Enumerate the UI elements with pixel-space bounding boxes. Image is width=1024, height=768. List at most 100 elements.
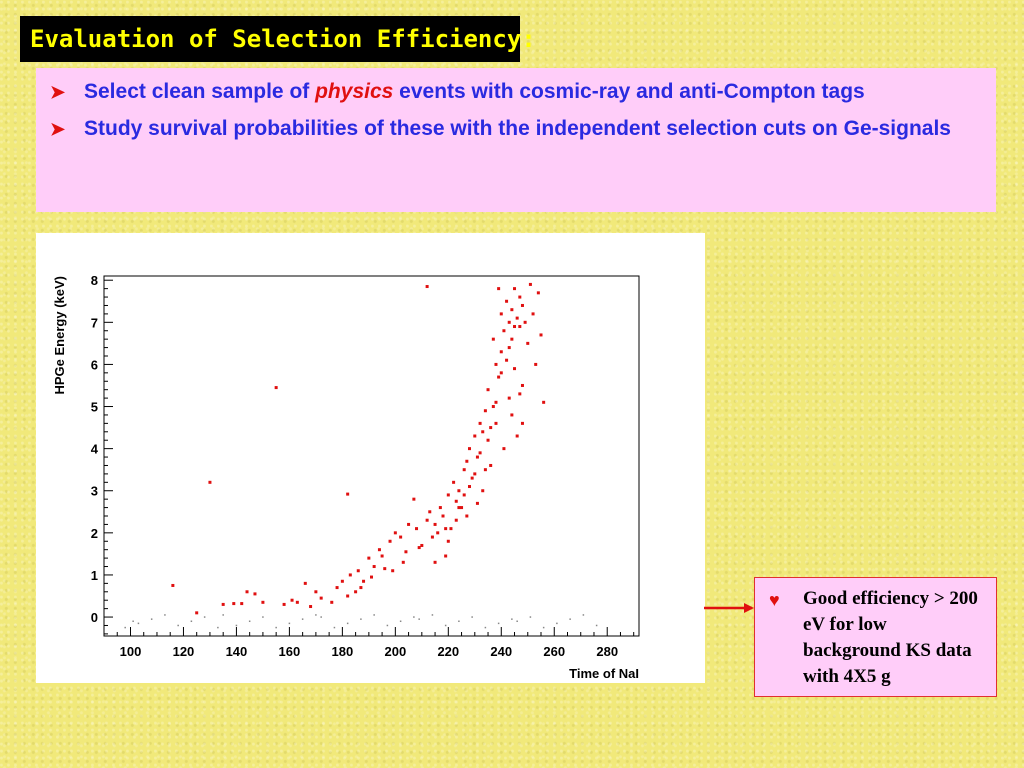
heart-icon: ♥ [769, 590, 780, 610]
data-point [433, 522, 437, 526]
data-point [497, 375, 501, 379]
background-point [511, 618, 513, 620]
data-point [491, 405, 495, 409]
data-point [505, 358, 509, 362]
slide-title: Evaluation of Selection Efficiency: [20, 16, 536, 62]
bullet-panel: ➤ Select clean sample of physics events … [36, 68, 996, 212]
data-point [446, 493, 450, 497]
data-point [473, 472, 477, 476]
arrow-right-icon: ➤ [50, 119, 66, 139]
bullet-emphasis: physics [315, 80, 394, 103]
x-tick-label: 160 [279, 644, 301, 659]
data-point [407, 522, 411, 526]
data-point [489, 426, 493, 430]
background-point [386, 624, 389, 627]
data-point [481, 430, 485, 434]
data-point [462, 468, 466, 472]
data-point [261, 600, 265, 604]
data-point [438, 506, 442, 510]
background-point [137, 622, 140, 625]
data-point [388, 539, 392, 543]
data-point [467, 447, 471, 451]
data-point [499, 350, 503, 354]
background-point [471, 616, 473, 618]
background-point [275, 626, 277, 629]
scatter-chart: 100 120 140 160 180 200 220 240 260 280 0 1 2 3 4 5 6 7 8 T… [52, 273, 640, 681]
data-point [473, 434, 477, 438]
data-point [348, 573, 352, 577]
y-tick-label: 2 [91, 526, 98, 541]
data-point [417, 546, 421, 550]
note-text: Good efficiency > 200 eV for low backgro… [803, 588, 978, 687]
data-point [502, 329, 506, 333]
background-point [556, 622, 558, 625]
data-point [507, 346, 511, 350]
data-point [542, 400, 546, 404]
data-point [290, 598, 294, 602]
background-point [516, 620, 518, 623]
data-point [483, 409, 487, 413]
data-point [449, 527, 453, 531]
data-point [518, 325, 522, 329]
data-point [478, 451, 482, 455]
x-tick-label: 260 [543, 644, 565, 659]
data-point [295, 600, 299, 604]
data-point [428, 510, 432, 514]
data-point [515, 434, 519, 438]
data-point [412, 497, 416, 501]
data-point [425, 518, 429, 522]
data-point [475, 455, 479, 459]
x-axis-label: Time of NaI [569, 666, 639, 681]
data-point [274, 386, 278, 390]
data-point [510, 337, 514, 341]
data-point [346, 492, 350, 496]
y-tick-label: 3 [91, 484, 98, 499]
background-point [164, 614, 166, 616]
data-point [314, 590, 318, 594]
data-point [494, 421, 498, 425]
data-point [282, 602, 286, 606]
y-axis-label: HPGe Energy (keV) [52, 276, 67, 395]
note-box: ♥ Good efficiency > 200 eV for low backg… [754, 577, 997, 697]
background-point [320, 616, 322, 618]
data-point [497, 287, 501, 291]
data-point [370, 575, 373, 579]
data-point [457, 506, 461, 510]
y-tick-label: 8 [91, 273, 98, 288]
background-point [542, 626, 545, 629]
y-tick-label: 1 [91, 568, 98, 583]
bullet-item: ➤ Select clean sample of physics events … [50, 76, 982, 108]
data-point [303, 581, 307, 585]
background-point [203, 616, 206, 618]
data-point [330, 600, 334, 604]
y-tick-label: 4 [91, 442, 99, 457]
data-point [465, 459, 469, 463]
data-point [518, 295, 522, 299]
background-point [235, 624, 238, 627]
background-point [497, 622, 500, 625]
data-point [505, 299, 509, 303]
data-point [309, 605, 313, 609]
data-point [393, 531, 397, 535]
data-point [444, 527, 448, 531]
background-point [399, 620, 402, 623]
data-point [454, 499, 458, 503]
data-point [513, 287, 517, 291]
data-point [415, 527, 419, 531]
data-point [404, 550, 408, 554]
background-point [217, 626, 219, 629]
data-point [507, 320, 511, 324]
background-point [248, 620, 251, 623]
background-point [150, 618, 153, 620]
data-point [465, 514, 469, 518]
data-point [420, 543, 424, 547]
data-point [433, 560, 437, 564]
data-point [467, 485, 471, 489]
data-point [513, 325, 517, 329]
x-tick-label: 180 [332, 644, 354, 659]
background-point [177, 624, 179, 627]
data-point [526, 341, 530, 345]
data-point [507, 396, 511, 400]
data-point [240, 602, 244, 606]
data-point [470, 476, 474, 480]
